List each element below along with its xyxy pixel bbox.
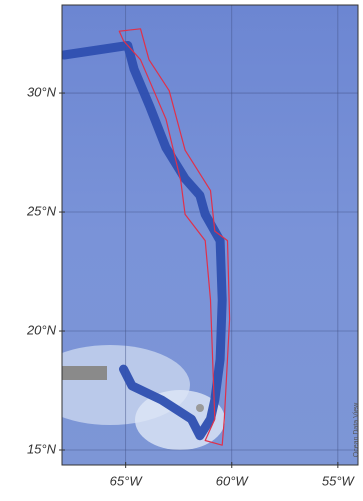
x-tick-label: 60°W (216, 473, 250, 488)
credit: Ocean Data View (353, 402, 360, 457)
x-tick-label: 65°W (110, 473, 144, 488)
y-tick-label: 20°N (26, 322, 57, 337)
map: Ocean Data View 65°W 60°W 55°W 15°N 20°N 25°N… (0, 0, 363, 496)
y-tick-label: 30°N (27, 84, 57, 99)
x-tick-label: 55°W (322, 473, 356, 488)
y-tick-label: 15°N (27, 441, 57, 456)
land (196, 404, 204, 412)
land (62, 366, 107, 380)
page: Ocean Data View 65°W 60°W 55°W 15°N 20°N 25°N… (0, 0, 363, 496)
y-tick-label: 25°N (26, 203, 57, 218)
